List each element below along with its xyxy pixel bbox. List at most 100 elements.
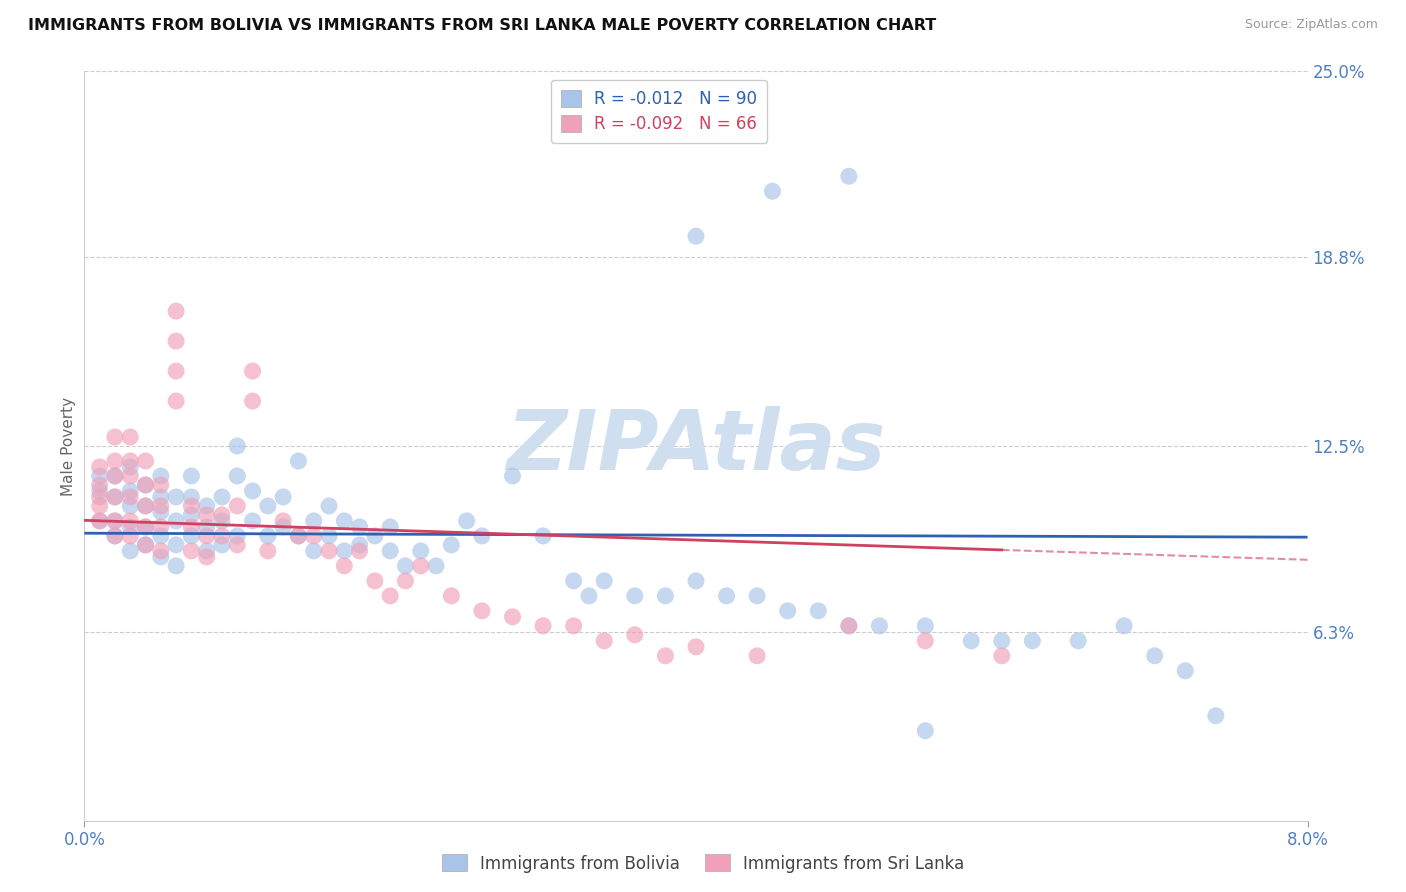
- Point: [869, 619, 891, 633]
- Point: [195, 544, 218, 558]
- Point: [165, 334, 187, 348]
- Point: [135, 499, 157, 513]
- Point: [120, 430, 142, 444]
- Point: [149, 520, 172, 534]
- Point: [135, 538, 157, 552]
- Point: [991, 633, 1014, 648]
- Point: [149, 529, 172, 543]
- Point: [257, 544, 280, 558]
- Point: [593, 633, 616, 648]
- Point: [120, 460, 142, 475]
- Point: [531, 529, 554, 543]
- Point: [180, 508, 202, 522]
- Point: [226, 439, 249, 453]
- Point: [1205, 708, 1227, 723]
- Point: [180, 490, 202, 504]
- Point: [685, 574, 707, 588]
- Point: [287, 529, 309, 543]
- Point: [257, 499, 280, 513]
- Point: [226, 538, 249, 552]
- Point: [89, 478, 111, 492]
- Text: Source: ZipAtlas.com: Source: ZipAtlas.com: [1244, 18, 1378, 31]
- Point: [287, 529, 309, 543]
- Point: [349, 538, 371, 552]
- Point: [89, 514, 111, 528]
- Point: [991, 648, 1014, 663]
- Point: [120, 483, 142, 498]
- Point: [104, 529, 127, 543]
- Point: [211, 508, 233, 522]
- Point: [747, 648, 769, 663]
- Legend: R = -0.012   N = 90, R = -0.092   N = 66: R = -0.012 N = 90, R = -0.092 N = 66: [551, 79, 768, 143]
- Point: [271, 490, 294, 504]
- Point: [838, 619, 860, 633]
- Point: [180, 529, 202, 543]
- Point: [120, 469, 142, 483]
- Point: [180, 520, 202, 534]
- Point: [318, 499, 340, 513]
- Point: [578, 589, 600, 603]
- Point: [120, 529, 142, 543]
- Point: [135, 478, 157, 492]
- Point: [440, 538, 463, 552]
- Point: [1114, 619, 1136, 633]
- Point: [104, 490, 127, 504]
- Point: [211, 514, 233, 528]
- Point: [409, 544, 432, 558]
- Point: [380, 520, 402, 534]
- Point: [149, 499, 172, 513]
- Point: [149, 478, 172, 492]
- Point: [471, 529, 494, 543]
- Point: [716, 589, 738, 603]
- Point: [456, 514, 478, 528]
- Point: [165, 394, 187, 409]
- Point: [165, 558, 187, 573]
- Point: [149, 469, 172, 483]
- Point: [149, 490, 172, 504]
- Point: [165, 304, 187, 318]
- Point: [364, 529, 387, 543]
- Point: [135, 538, 157, 552]
- Point: [257, 529, 280, 543]
- Point: [180, 499, 202, 513]
- Point: [165, 514, 187, 528]
- Point: [838, 169, 860, 184]
- Text: ZIPAtlas: ZIPAtlas: [506, 406, 886, 486]
- Point: [89, 483, 111, 498]
- Point: [654, 589, 676, 603]
- Point: [807, 604, 830, 618]
- Point: [271, 520, 294, 534]
- Point: [120, 544, 142, 558]
- Point: [104, 490, 127, 504]
- Point: [165, 538, 187, 552]
- Point: [242, 364, 264, 378]
- Point: [318, 544, 340, 558]
- Point: [242, 394, 264, 409]
- Point: [364, 574, 387, 588]
- Point: [394, 574, 416, 588]
- Point: [593, 574, 616, 588]
- Point: [120, 499, 142, 513]
- Point: [318, 529, 340, 543]
- Point: [747, 589, 769, 603]
- Point: [531, 619, 554, 633]
- Point: [287, 454, 309, 468]
- Point: [380, 589, 402, 603]
- Point: [776, 604, 799, 618]
- Point: [195, 549, 218, 564]
- Point: [89, 514, 111, 528]
- Point: [394, 558, 416, 573]
- Point: [471, 604, 494, 618]
- Point: [135, 520, 157, 534]
- Point: [349, 544, 371, 558]
- Point: [562, 619, 585, 633]
- Point: [120, 454, 142, 468]
- Point: [180, 544, 202, 558]
- Point: [135, 478, 157, 492]
- Point: [104, 469, 127, 483]
- Point: [211, 529, 233, 543]
- Point: [333, 514, 356, 528]
- Legend: Immigrants from Bolivia, Immigrants from Sri Lanka: Immigrants from Bolivia, Immigrants from…: [434, 847, 972, 880]
- Point: [195, 529, 218, 543]
- Point: [211, 490, 233, 504]
